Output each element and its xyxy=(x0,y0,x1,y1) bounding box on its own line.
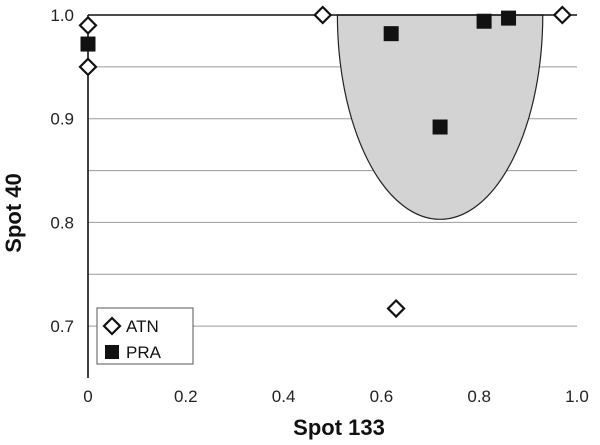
y-axis-label: Spot 40 xyxy=(1,173,26,252)
x-tick-label: 0.2 xyxy=(174,387,198,406)
x-tick-label: 0.6 xyxy=(370,387,394,406)
legend-marker-atn xyxy=(102,316,122,336)
legend: ATN PRA xyxy=(96,307,194,365)
gridlines xyxy=(88,66,577,327)
legend-label-atn: ATN xyxy=(126,317,159,336)
data-point-pra xyxy=(476,13,492,29)
y-tick-label: 0.7 xyxy=(50,317,74,336)
y-tick-label: 0.8 xyxy=(50,213,74,232)
x-tick-label: 0.8 xyxy=(467,387,491,406)
data-point-pra xyxy=(432,119,448,135)
x-axis-label: Spot 133 xyxy=(293,415,385,440)
y-tick-label: 1.0 xyxy=(50,6,74,25)
data-point-atn xyxy=(552,5,572,25)
x-tick-label: 0.4 xyxy=(272,387,296,406)
data-point-atn xyxy=(313,5,333,25)
data-point-atn xyxy=(78,15,98,35)
legend-label-pra: PRA xyxy=(126,343,162,362)
shaded-region xyxy=(336,14,544,220)
data-point-pra xyxy=(501,10,517,26)
legend-marker-pra xyxy=(105,345,119,359)
data-points xyxy=(78,5,572,319)
data-point-atn xyxy=(78,57,98,77)
data-point-pra xyxy=(80,36,96,52)
data-point-atn xyxy=(386,298,406,319)
x-tick-labels: 0 0.2 0.4 0.6 0.8 1.0 xyxy=(83,387,589,406)
x-tick-label: 1.0 xyxy=(565,387,589,406)
data-point-pra xyxy=(383,26,399,42)
shaded-region-area xyxy=(336,14,544,220)
y-tick-labels: 0.7 0.8 0.9 1.0 xyxy=(50,6,74,336)
x-tick-label: 0 xyxy=(83,387,92,406)
y-tick-label: 0.9 xyxy=(50,110,74,129)
